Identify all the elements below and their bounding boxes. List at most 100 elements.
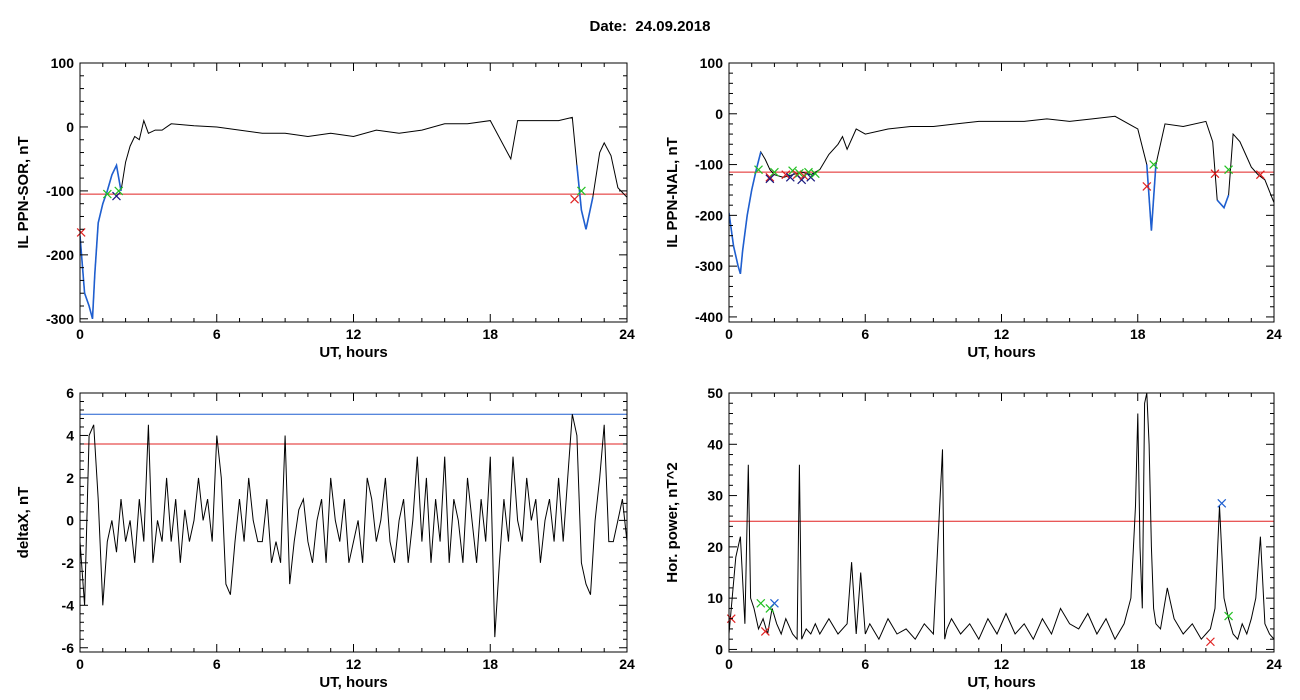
x-tick-label: 24 bbox=[1266, 656, 1282, 672]
chart-panel-1: 0 6 12 18 24 -300 -200 -100 0 100 UT, hours IL PPN-… bbox=[15, 55, 635, 361]
event-marker-stroke bbox=[769, 167, 779, 177]
event-marker-stroke bbox=[760, 627, 770, 636]
event-marker-5 bbox=[781, 170, 791, 180]
series-line-1 bbox=[729, 393, 1274, 641]
y-tick-label: 0 bbox=[715, 641, 723, 657]
series-line-1 bbox=[80, 414, 627, 638]
event-marker-4 bbox=[769, 167, 779, 177]
event-marker-stroke bbox=[1255, 170, 1265, 180]
event-marker-16 bbox=[1149, 160, 1159, 169]
x-tick-label: 0 bbox=[725, 656, 733, 672]
x-tick-label: 6 bbox=[861, 326, 869, 342]
event-marker-stroke bbox=[570, 194, 580, 204]
event-marker-2 bbox=[102, 189, 112, 199]
event-marker-stroke bbox=[799, 171, 809, 181]
chart-panel-2: 0 6 12 18 24 -400 -300 -200 -100 0 100 UT, hours IL … bbox=[664, 55, 1282, 361]
x-tick-label: 12 bbox=[346, 326, 362, 342]
x-tick-label: 6 bbox=[213, 326, 221, 342]
y-tick-label: 100 bbox=[51, 55, 75, 71]
y-axis-label: IL PPN-SOR, nT bbox=[15, 136, 32, 248]
y-tick-label: 0 bbox=[66, 119, 74, 135]
x-tick-label: 24 bbox=[619, 656, 635, 672]
event-marker-stroke bbox=[1224, 611, 1234, 621]
y-axis-label: Hor. power, nT^2 bbox=[664, 462, 681, 582]
y-tick-label: -300 bbox=[695, 258, 723, 274]
y-tick-label: 50 bbox=[707, 385, 723, 401]
event-marker-10 bbox=[797, 175, 807, 185]
x-axis-label: UT, hours bbox=[319, 674, 387, 691]
event-marker-stroke bbox=[1224, 165, 1234, 175]
y-tick-label: -6 bbox=[62, 640, 75, 656]
event-marker-19 bbox=[1255, 170, 1265, 180]
y-tick-label: -2 bbox=[62, 555, 75, 571]
y-tick-label: 0 bbox=[66, 512, 74, 528]
y-tick-label: 20 bbox=[707, 539, 723, 555]
event-marker-stroke bbox=[785, 172, 795, 182]
x-tick-label: 12 bbox=[346, 656, 362, 672]
event-marker-6 bbox=[785, 172, 795, 182]
x-tick-label: 18 bbox=[482, 656, 498, 672]
event-marker-6 bbox=[1205, 637, 1215, 647]
series-line-2 bbox=[80, 162, 122, 320]
x-tick-label: 0 bbox=[725, 326, 733, 342]
y-tick-label: 100 bbox=[700, 55, 724, 71]
y-axis-label: IL PPN-NAL, nT bbox=[664, 137, 681, 248]
x-tick-label: 12 bbox=[994, 656, 1010, 672]
y-tick-label: -200 bbox=[695, 207, 723, 223]
event-marker-17 bbox=[1210, 169, 1220, 179]
y-tick-label: 30 bbox=[707, 488, 723, 504]
series-line-1 bbox=[729, 115, 1274, 274]
date-label: Date: bbox=[589, 18, 628, 35]
event-marker-9 bbox=[794, 168, 804, 178]
event-marker-stroke bbox=[114, 186, 124, 196]
event-marker-5 bbox=[570, 194, 580, 204]
chart-panel-4: 0 6 12 18 24 0 10 20 30 40 50 UT, hours Hor. power, … bbox=[664, 385, 1282, 691]
event-marker-stroke bbox=[1142, 181, 1152, 191]
event-marker-4 bbox=[114, 186, 124, 196]
date-value: 24.09.2018 bbox=[635, 18, 711, 35]
event-marker-stroke bbox=[754, 165, 763, 175]
event-marker-1 bbox=[76, 228, 86, 237]
y-tick-label: -4 bbox=[62, 597, 75, 613]
event-marker-stroke bbox=[810, 169, 820, 179]
event-marker-stroke bbox=[1217, 498, 1227, 508]
event-marker-3 bbox=[765, 174, 775, 184]
y-tick-label: 0 bbox=[715, 106, 723, 122]
series-line-1 bbox=[80, 116, 627, 319]
y-axis-label: deltaX, nT bbox=[15, 487, 32, 559]
event-marker-11 bbox=[799, 171, 809, 181]
y-tick-label: 4 bbox=[66, 427, 74, 443]
x-tick-label: 0 bbox=[76, 326, 84, 342]
event-marker-14 bbox=[810, 169, 820, 179]
y-tick-label: 6 bbox=[66, 385, 74, 401]
y-tick-label: -300 bbox=[46, 311, 74, 327]
event-marker-3 bbox=[760, 627, 770, 636]
event-marker-6 bbox=[576, 186, 586, 196]
event-marker-stroke bbox=[576, 186, 586, 196]
x-tick-label: 6 bbox=[213, 656, 221, 672]
plot-frame bbox=[79, 62, 628, 323]
x-tick-label: 24 bbox=[619, 326, 635, 342]
plot-frame bbox=[728, 62, 1275, 323]
event-marker-18 bbox=[1224, 165, 1234, 175]
event-marker-stroke bbox=[765, 174, 775, 184]
event-marker-stroke bbox=[794, 168, 804, 178]
event-marker-stroke bbox=[102, 189, 112, 199]
plot-frame bbox=[728, 392, 1275, 653]
x-tick-label: 6 bbox=[861, 656, 869, 672]
event-marker-8 bbox=[1224, 611, 1234, 621]
event-marker-stroke bbox=[804, 167, 813, 177]
series-line-4 bbox=[1216, 194, 1230, 210]
y-tick-label: -400 bbox=[695, 309, 723, 325]
event-marker-stroke bbox=[797, 175, 807, 185]
x-axis-label: UT, hours bbox=[967, 674, 1035, 691]
event-marker-stroke bbox=[788, 166, 798, 176]
event-marker-1 bbox=[754, 165, 763, 175]
y-tick-label: 40 bbox=[707, 436, 723, 452]
x-axis-label: UT, hours bbox=[319, 344, 387, 361]
event-marker-stroke bbox=[781, 170, 791, 180]
event-marker-stroke bbox=[756, 598, 766, 608]
series-line-3 bbox=[1146, 164, 1157, 231]
